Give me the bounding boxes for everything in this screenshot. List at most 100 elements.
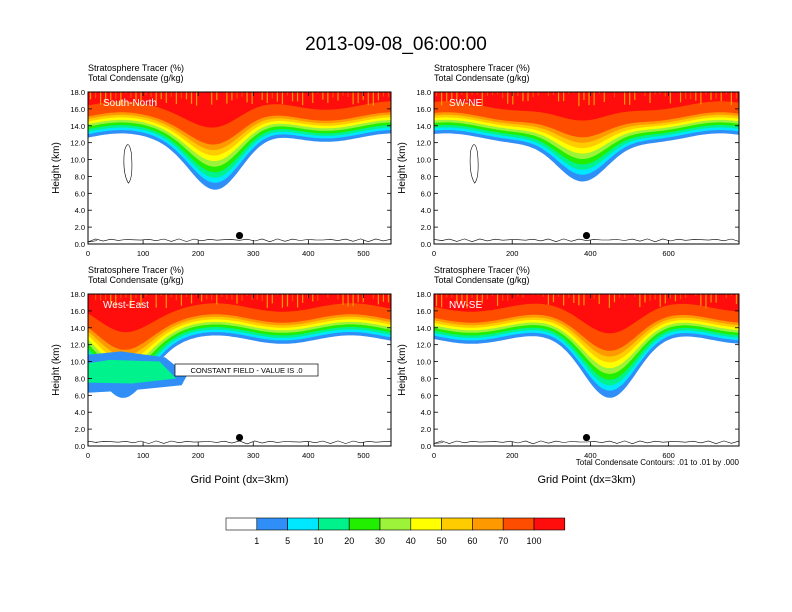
y-tick-label: 6.0 — [75, 391, 85, 400]
tracer-band-10 — [434, 92, 739, 121]
y-tick-label: 14.0 — [70, 122, 85, 131]
y-tick-label: 18.0 — [70, 88, 85, 97]
y-tick-label: 18.0 — [416, 88, 431, 97]
y-axis-label: Height (km) — [397, 142, 408, 194]
x-tick-label: 600 — [662, 249, 675, 258]
x-tick-label: 200 — [506, 451, 519, 460]
y-tick-label: 4.0 — [75, 408, 85, 417]
colorbar-swatch — [318, 517, 350, 531]
x-axis-label: Grid Point (dx=3km) — [537, 474, 635, 486]
colorbar-swatch — [472, 517, 504, 531]
x-tick-label: 400 — [584, 451, 597, 460]
condensate-contour — [88, 440, 391, 445]
y-tick-label: 4.0 — [75, 206, 85, 215]
condensate-contour — [88, 238, 391, 243]
colorbar: 1 5 10 20 30 40 50 60 70 100 — [225, 517, 566, 546]
panel-title-tracer: Stratosphere Tracer (%) — [434, 63, 530, 73]
y-tick-label: 2.0 — [75, 223, 85, 232]
y-tick-label: 14.0 — [416, 324, 431, 333]
y-tick-label: 18.0 — [416, 290, 431, 299]
y-axis-label: Height (km) — [51, 344, 62, 396]
contour-note: Total Condensate Contours: .01 to .01 by… — [576, 458, 740, 467]
y-tick-label: 14.0 — [70, 324, 85, 333]
colorbar-label: 1 — [254, 536, 259, 546]
plot-area — [434, 92, 739, 244]
y-tick-label: 0.0 — [75, 442, 85, 451]
panel-title-condensate: Total Condensate (g/kg) — [434, 73, 530, 83]
x-tick-label: 0 — [432, 451, 436, 460]
y-tick-label: 12.0 — [70, 341, 85, 350]
y-tick-label: 0.0 — [75, 240, 85, 249]
colorbar-label: 70 — [498, 536, 508, 546]
y-tick-label: 4.0 — [421, 408, 431, 417]
plot-area — [434, 294, 739, 446]
colorbar-label: 60 — [467, 536, 477, 546]
y-tick-label: 6.0 — [421, 189, 431, 198]
colorbar-swatch — [348, 517, 381, 531]
y-tick-label: 10.0 — [70, 156, 85, 165]
y-tick-label: 10.0 — [70, 358, 85, 367]
colorbar-swatch — [502, 517, 535, 531]
x-tick-label: 600 — [662, 451, 675, 460]
panel-title-tracer: Stratosphere Tracer (%) — [88, 63, 184, 73]
panel-south-north: Stratosphere Tracer (%)Total Condensate … — [51, 63, 392, 258]
location-marker — [582, 231, 591, 240]
x-tick-label: 200 — [192, 451, 205, 460]
intrusion-inner — [88, 359, 177, 384]
plot-area — [88, 92, 391, 244]
x-axis-label: Grid Point (dx=3km) — [190, 474, 288, 486]
y-tick-label: 0.0 — [421, 442, 431, 451]
y-tick-label: 6.0 — [75, 189, 85, 198]
panel-name: South-North — [103, 98, 157, 109]
y-tick-label: 12.0 — [416, 139, 431, 148]
y-tick-label: 12.0 — [416, 341, 431, 350]
y-tick-label: 16.0 — [416, 105, 431, 114]
y-tick-label: 16.0 — [416, 307, 431, 316]
condensate-contour — [434, 440, 739, 445]
tracer-band-10 — [88, 294, 391, 333]
y-tick-label: 18.0 — [70, 290, 85, 299]
x-tick-label: 500 — [357, 451, 370, 460]
x-tick-label: 400 — [584, 249, 597, 258]
plot-frame — [433, 91, 740, 245]
y-tick-label: 6.0 — [421, 391, 431, 400]
y-tick-label: 14.0 — [416, 122, 431, 131]
y-axis-label: Height (km) — [397, 344, 408, 396]
panel-name: NW-SE — [449, 300, 482, 311]
panel-sw-ne: Stratosphere Tracer (%)Total Condensate … — [397, 63, 740, 258]
colorbar-swatch — [533, 517, 566, 531]
x-tick-label: 400 — [302, 249, 315, 258]
colorbar-label: 40 — [406, 536, 416, 546]
tracer-band-10 — [434, 294, 739, 334]
colorbar-label: 50 — [437, 536, 447, 546]
panel-title-condensate: Total Condensate (g/kg) — [434, 275, 530, 285]
panel-title-tracer: Stratosphere Tracer (%) — [434, 265, 530, 275]
x-tick-label: 100 — [137, 451, 150, 460]
panel-west-east: Stratosphere Tracer (%)Total Condensate … — [51, 265, 392, 486]
y-tick-label: 8.0 — [421, 172, 431, 181]
x-tick-label: 200 — [506, 249, 519, 258]
x-tick-label: 0 — [432, 249, 436, 258]
plot-frame — [87, 293, 392, 447]
colorbar-label: 30 — [375, 536, 385, 546]
condensate-contour — [434, 238, 739, 243]
panel-name: SW-NE — [449, 98, 482, 109]
y-tick-label: 2.0 — [421, 223, 431, 232]
constant-field-box — [174, 363, 319, 377]
y-tick-label: 10.0 — [416, 358, 431, 367]
colorbar-swatch — [256, 517, 288, 531]
panel-name: West-East — [103, 300, 149, 311]
colorbar-swatch — [287, 517, 319, 531]
colorbar-swatch — [441, 517, 473, 531]
x-tick-label: 300 — [247, 249, 260, 258]
panel-nw-se: Stratosphere Tracer (%)Total Condensate … — [397, 265, 740, 486]
location-marker — [235, 231, 244, 240]
y-tick-label: 8.0 — [75, 374, 85, 383]
x-tick-label: 300 — [247, 451, 260, 460]
plot-frame — [87, 91, 392, 245]
colorbar-label: 5 — [285, 536, 290, 546]
constant-field-label: CONSTANT FIELD - VALUE IS .0 — [190, 366, 302, 375]
x-tick-label: 200 — [192, 249, 205, 258]
x-tick-label: 500 — [357, 249, 370, 258]
colorbar-swatch — [379, 517, 412, 531]
